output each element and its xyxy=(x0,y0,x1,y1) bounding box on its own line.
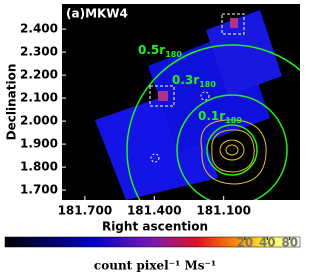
radius-circles xyxy=(126,44,300,200)
radius-label-text: 0.3r xyxy=(172,73,199,87)
radius-label: 0.3r180 xyxy=(172,73,216,89)
colorbar-tick-label: 20 xyxy=(237,236,254,250)
radius-label: 0.1r180 xyxy=(198,109,242,125)
y-axis-label: Declination xyxy=(5,64,19,141)
radius-label-sub: 180 xyxy=(199,80,216,89)
y-tick-label: 2.400 xyxy=(20,22,58,36)
x-tick-label: 181.700 xyxy=(58,204,113,218)
region-box xyxy=(221,13,245,35)
y-tick-label: 2.000 xyxy=(20,114,58,128)
pointing-field xyxy=(206,10,282,96)
image xyxy=(95,10,300,200)
y-tick-label: 1.700 xyxy=(20,183,58,197)
radius-label-sub: 180 xyxy=(225,116,242,125)
colorbar-tick-label: 80 xyxy=(281,236,298,250)
colorbar xyxy=(4,236,301,248)
x-axis-label: Right ascention xyxy=(102,220,208,234)
chart: (a)MKW4 0.5r180 0.3r180 0.1r180 Right as… xyxy=(4,4,301,273)
contours xyxy=(200,119,267,185)
source xyxy=(158,91,168,101)
radius-label-sub: 180 xyxy=(165,50,182,59)
x-tick-label: 181.400 xyxy=(127,204,182,218)
y-tick-label: 2.300 xyxy=(20,45,58,59)
radius-label: 0.5r180 xyxy=(138,43,182,59)
panel-title: (a)MKW4 xyxy=(66,7,128,21)
region-box xyxy=(149,85,175,107)
radius-label-text: 0.1r xyxy=(198,109,225,123)
y-tick-label: 1.900 xyxy=(20,137,58,151)
x-tick-label: 181.100 xyxy=(196,204,251,218)
radius-label-text: 0.5r xyxy=(138,43,165,57)
source xyxy=(230,18,238,28)
colorbar-label: count pixel⁻¹ Ms⁻¹ xyxy=(94,259,216,273)
y-tick-label: 1.800 xyxy=(20,160,58,174)
y-tick-label: 2.100 xyxy=(20,91,58,105)
point-source xyxy=(150,153,160,163)
y-tick-label: 2.200 xyxy=(20,68,58,82)
point-source xyxy=(200,91,210,101)
colorbar-tick-label: 40 xyxy=(259,236,276,250)
